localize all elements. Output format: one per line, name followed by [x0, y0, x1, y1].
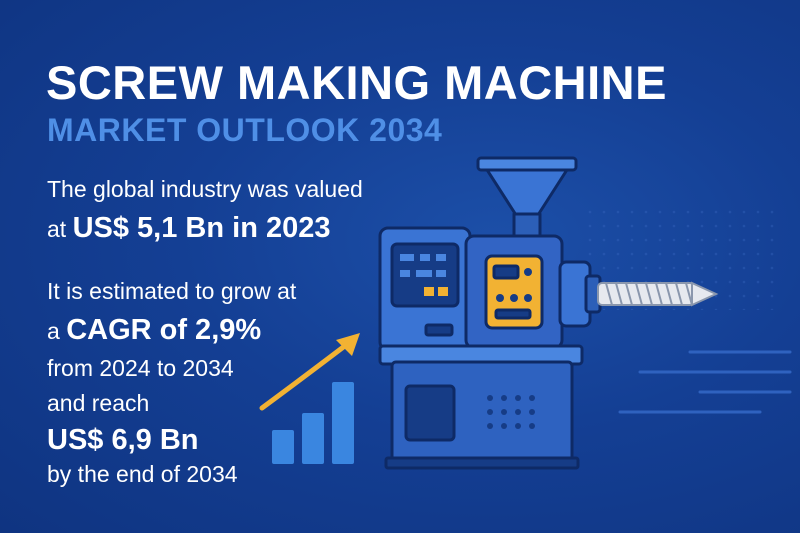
cagr-line: a CAGR of 2,9%: [47, 314, 261, 347]
growth-period: from 2024 to 2034: [47, 355, 234, 381]
page-subtitle: MARKET OUTLOOK 2034: [47, 112, 443, 148]
valued-amount-line: at US$ 5,1 Bn in 2023: [47, 212, 330, 245]
cagr-value: CAGR of 2,9%: [66, 314, 262, 346]
valued-prefix: at: [47, 216, 73, 242]
reach-label: and reach: [47, 390, 150, 416]
screw-making-machine-icon: [378, 156, 602, 470]
valued-amount: US$ 5,1 Bn in 2023: [72, 212, 331, 244]
reach-amount: US$ 6,9 Bn: [47, 424, 199, 456]
page-title: SCREW MAKING MACHINE: [46, 56, 667, 109]
screw-icon: [597, 281, 719, 307]
trend-arrow-icon: [259, 333, 360, 411]
growth-bar: [302, 413, 324, 464]
growth-line: It is estimated to grow at: [47, 278, 297, 304]
growth-bar: [332, 382, 354, 464]
growth-prefix: a: [47, 318, 67, 344]
valued-line: The global industry was valued: [47, 176, 363, 202]
speed-lines: [618, 350, 792, 414]
reach-period: by the end of 2034: [47, 461, 238, 487]
growth-bar: [272, 430, 294, 464]
growth-bars-icon: [272, 382, 354, 464]
